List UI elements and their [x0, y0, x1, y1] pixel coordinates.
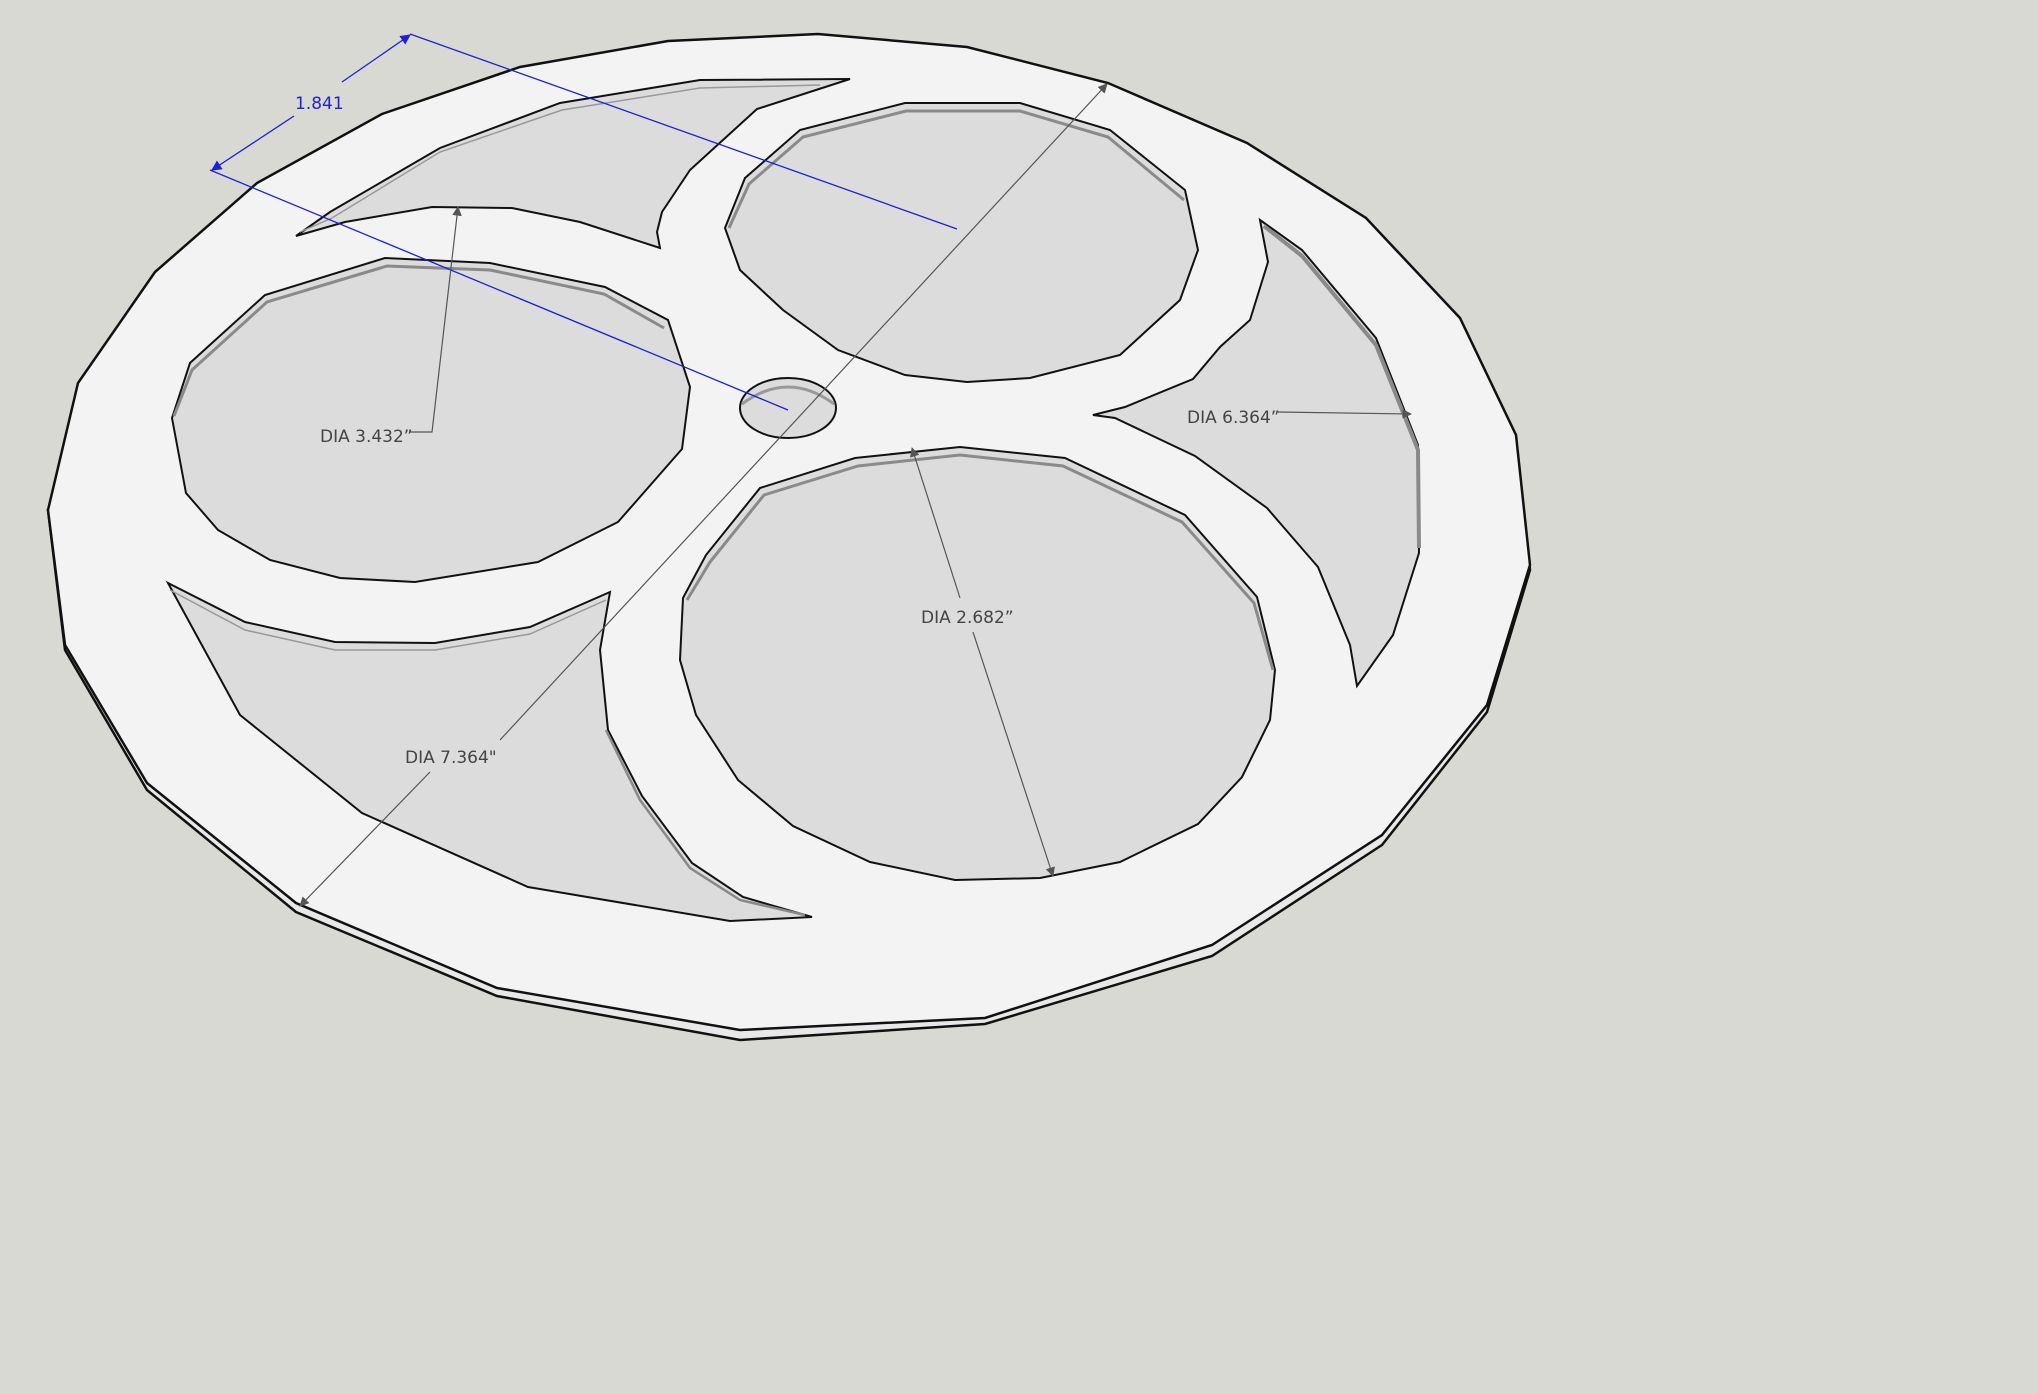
circle-cutout-upper-left — [170, 256, 692, 584]
crescent-cutout-lower-left — [165, 580, 813, 923]
dimension-1841: 1.841 — [209, 33, 958, 411]
leader-line-3432 — [410, 206, 462, 433]
dimension-line-segment-a — [341, 34, 411, 83]
leader-line-6364 — [1277, 409, 1412, 419]
dimension-label-3432: DIA 3.432” — [320, 427, 413, 447]
circle-cutout-upper-right — [723, 102, 1200, 384]
dimension-dia-2682: DIA 2.682” — [910, 447, 1055, 877]
circle-cutout-lower — [678, 445, 1277, 882]
dimension-dia-7364: DIA 7.364" — [299, 83, 1108, 907]
leader-line-7364-lower — [299, 771, 431, 907]
dimension-label-6364: DIA 6.364” — [1187, 408, 1280, 428]
dimension-label-1841: 1.841 — [295, 94, 344, 114]
dimension-label-2682: DIA 2.682” — [921, 608, 1014, 628]
dimension-dia-6364: DIA 6.364” — [1187, 408, 1412, 428]
crescent-cutout-right — [1092, 217, 1421, 689]
dimension-line-segment-b — [211, 115, 295, 171]
dimension-line-2682-lower — [972, 631, 1055, 877]
crescent-cutout-upper-left — [295, 78, 851, 250]
dimension-label-7364: DIA 7.364" — [405, 748, 497, 768]
extension-line-upper — [409, 33, 958, 230]
dimension-dia-3432: DIA 3.432” — [320, 206, 462, 447]
extension-line-lower — [209, 169, 789, 411]
dimension-line-2682-upper — [910, 447, 961, 599]
leader-line-7364-upper — [499, 83, 1108, 741]
center-hole — [739, 377, 837, 439]
sketchup-model-view: 1.841 DIA 7.364" DIA 3.432” DIA 6.364” D… — [46, 32, 1532, 1042]
